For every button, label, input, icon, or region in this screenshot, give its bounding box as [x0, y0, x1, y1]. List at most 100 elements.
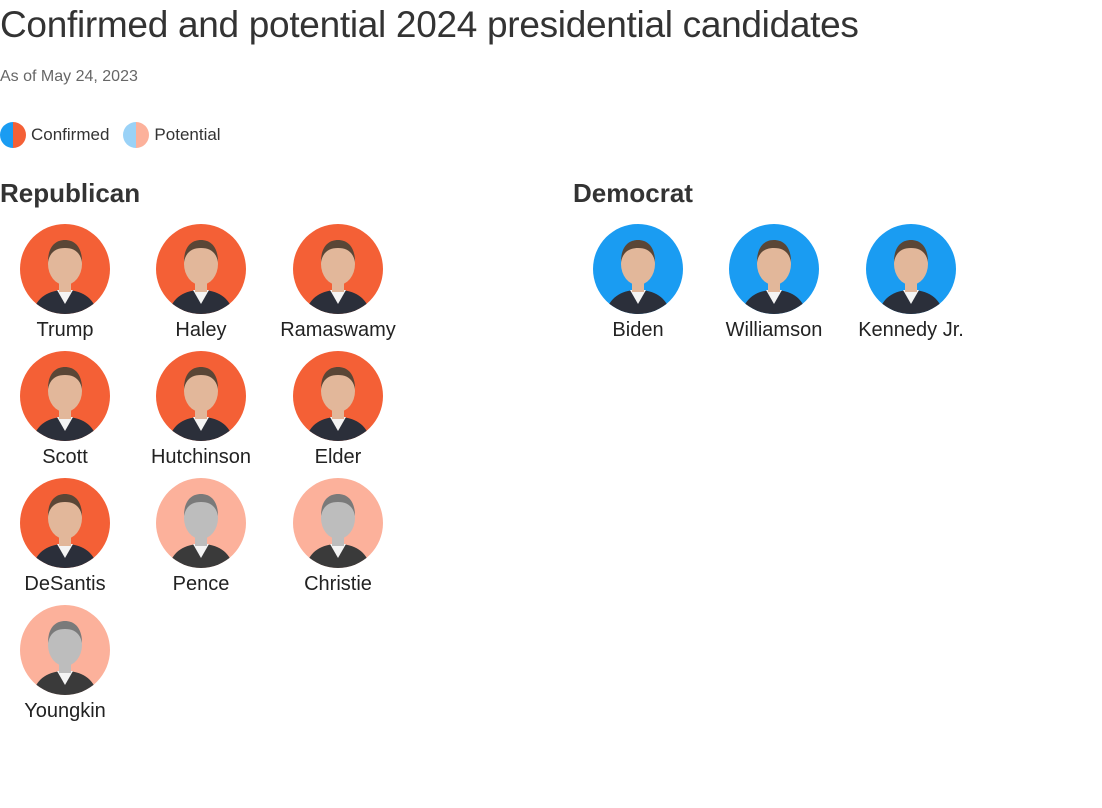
candidate-card: DeSantis	[0, 478, 135, 603]
party-heading-republican: Republican	[0, 178, 141, 208]
face-shape	[184, 370, 218, 412]
collar-shape	[57, 290, 73, 304]
portrait-avatar	[20, 224, 110, 314]
portrait-avatar	[156, 478, 246, 568]
hair-shape	[894, 240, 928, 262]
face-shape	[184, 497, 218, 539]
page-subtitle: As of May 24, 2023	[0, 68, 138, 85]
portrait-avatar	[20, 605, 110, 695]
portrait-avatar	[156, 224, 246, 314]
portrait-avatar	[866, 224, 956, 314]
hair-shape	[184, 494, 218, 516]
hair-shape	[184, 367, 218, 389]
candidate-card: Kennedy Jr.	[841, 224, 981, 349]
person-silhouette-icon	[156, 351, 246, 441]
legend-label: Potential	[154, 125, 221, 144]
legend-item-potential: Potential	[123, 122, 221, 148]
candidate-card: Elder	[268, 351, 408, 476]
collar-shape	[57, 544, 73, 558]
face-shape	[48, 497, 82, 539]
collar-shape	[193, 544, 209, 558]
portrait-avatar	[293, 224, 383, 314]
candidate-name: Elder	[314, 446, 362, 468]
face-shape	[321, 243, 355, 285]
collar-shape	[193, 417, 209, 431]
person-silhouette-icon	[20, 351, 110, 441]
portrait-avatar	[293, 351, 383, 441]
candidate-name: Youngkin	[24, 700, 106, 722]
hair-shape	[48, 240, 82, 262]
candidate-name: Christie	[304, 573, 372, 595]
candidate-name: Pence	[172, 573, 230, 595]
collar-shape	[57, 671, 73, 685]
face-shape	[621, 243, 655, 285]
collar-shape	[330, 290, 346, 304]
candidate-card: Youngkin	[0, 605, 135, 730]
portrait-avatar	[729, 224, 819, 314]
candidate-card: Williamson	[704, 224, 844, 349]
party-heading-democrat: Democrat	[573, 178, 693, 208]
legend-item-confirmed: Confirmed	[0, 122, 109, 148]
portrait-avatar	[20, 478, 110, 568]
person-silhouette-icon	[20, 478, 110, 568]
candidate-card: Christie	[268, 478, 408, 603]
legend-swatch-potential	[123, 122, 150, 148]
collar-shape	[330, 417, 346, 431]
candidate-card: Haley	[131, 224, 271, 349]
hair-shape	[321, 367, 355, 389]
hair-shape	[321, 240, 355, 262]
candidate-card: Trump	[0, 224, 135, 349]
person-silhouette-icon	[20, 605, 110, 695]
person-silhouette-icon	[156, 478, 246, 568]
face-shape	[321, 370, 355, 412]
face-shape	[757, 243, 791, 285]
face-shape	[894, 243, 928, 285]
candidate-card: Biden	[568, 224, 708, 349]
candidate-name: DeSantis	[24, 573, 106, 595]
hair-shape	[621, 240, 655, 262]
collar-shape	[330, 544, 346, 558]
collar-shape	[766, 290, 782, 304]
candidate-name: Scott	[42, 446, 88, 468]
face-shape	[48, 243, 82, 285]
candidate-card: Scott	[0, 351, 135, 476]
person-silhouette-icon	[729, 224, 819, 314]
candidate-name: Hutchinson	[150, 446, 252, 468]
person-silhouette-icon	[293, 478, 383, 568]
candidate-name: Haley	[175, 319, 227, 341]
face-shape	[48, 624, 82, 666]
person-silhouette-icon	[156, 224, 246, 314]
candidate-card: Hutchinson	[131, 351, 271, 476]
person-silhouette-icon	[20, 224, 110, 314]
face-shape	[321, 497, 355, 539]
candidate-card: Pence	[131, 478, 271, 603]
face-shape	[48, 370, 82, 412]
portrait-avatar	[20, 351, 110, 441]
hair-shape	[321, 494, 355, 516]
hair-shape	[48, 621, 82, 643]
hair-shape	[184, 240, 218, 262]
person-silhouette-icon	[593, 224, 683, 314]
candidate-name: Kennedy Jr.	[858, 319, 964, 341]
person-silhouette-icon	[293, 224, 383, 314]
candidate-name: Trump	[36, 319, 94, 341]
hair-shape	[48, 367, 82, 389]
candidate-card: Ramaswamy	[268, 224, 408, 349]
candidate-name: Biden	[612, 319, 664, 341]
collar-shape	[57, 417, 73, 431]
legend-swatch-confirmed	[0, 122, 26, 148]
legend: Confirmed Potential	[0, 121, 235, 149]
portrait-avatar	[156, 351, 246, 441]
legend-label: Confirmed	[31, 125, 110, 144]
person-silhouette-icon	[293, 351, 383, 441]
collar-shape	[193, 290, 209, 304]
portrait-avatar	[293, 478, 383, 568]
collar-shape	[903, 290, 919, 304]
portrait-avatar	[593, 224, 683, 314]
face-shape	[184, 243, 218, 285]
hair-shape	[757, 240, 791, 262]
candidate-name: Williamson	[725, 319, 823, 341]
candidate-name: Ramaswamy	[280, 319, 396, 341]
page-title: Confirmed and potential 2024 presidentia…	[0, 4, 859, 45]
person-silhouette-icon	[866, 224, 956, 314]
